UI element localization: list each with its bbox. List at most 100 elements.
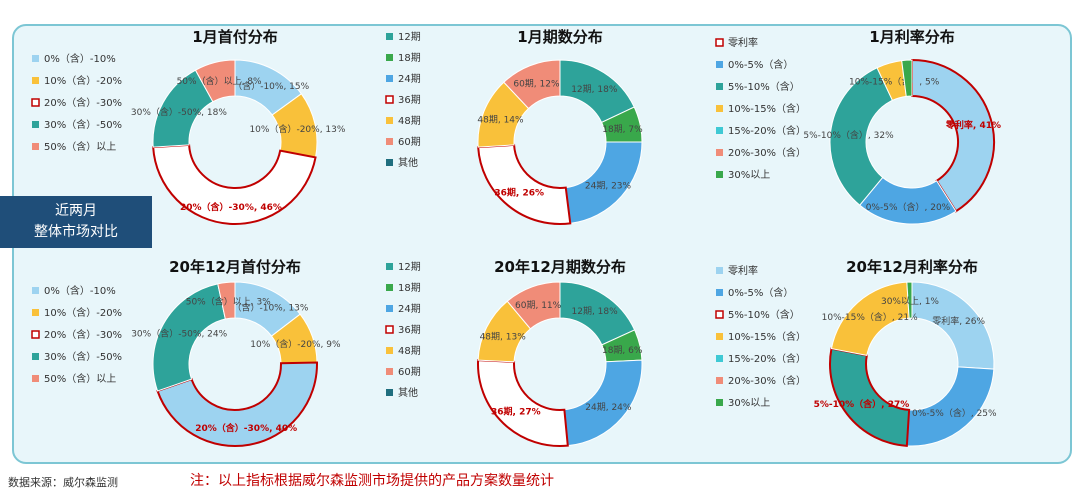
legend-swatch	[386, 368, 393, 375]
legend-label: 零利率	[728, 36, 758, 49]
legend-swatch	[716, 127, 723, 134]
slice-label: 5%-10%（含）, 27%	[814, 398, 910, 410]
slice-label: 60期, 11%	[515, 300, 562, 311]
donut-slice	[477, 143, 572, 225]
legend-label: 60期	[398, 136, 421, 148]
side-tab: 近两月 整体市场对比	[0, 196, 152, 248]
legend-swatch	[32, 77, 39, 84]
slice-label: 零利率, 26%	[932, 315, 985, 327]
legend-label: 10%-15%（含）	[728, 330, 806, 343]
legend-swatch	[32, 309, 39, 316]
legend-swatch	[32, 121, 39, 128]
legend-label: 0%-5%（含）	[728, 58, 793, 71]
legend-swatch	[715, 310, 724, 319]
legend-label: 18期	[398, 282, 421, 294]
legend-label: 18期	[398, 52, 421, 64]
donut-slice	[503, 59, 561, 110]
legend-label: 其他	[398, 386, 418, 399]
donut-slice	[477, 359, 569, 447]
slice-label: 10%-15%（含）, 21%	[822, 311, 918, 323]
legend-label: 20%（含）-30%	[44, 328, 122, 341]
legend-swatch	[386, 117, 393, 124]
legend-label: 30%以上	[728, 397, 770, 409]
legend-swatch	[386, 75, 393, 82]
legend-label: 10%（含）-20%	[44, 74, 122, 87]
legend-label: 10%（含）-20%	[44, 306, 122, 319]
slice-label: 12期, 18%	[572, 306, 619, 317]
slice-label: 50%（含）以上, 8%	[177, 75, 262, 87]
legend-label: 24期	[398, 303, 421, 315]
slice-label: 18期, 6%	[602, 345, 643, 356]
legend-label: 其他	[398, 156, 418, 169]
slice-label: 0%-5%（含）, 20%	[866, 201, 951, 213]
chart-title: 1月期数分布	[517, 28, 602, 46]
chart-title: 20年12月首付分布	[169, 258, 301, 276]
legend-swatch	[32, 375, 39, 382]
legend-label: 20%-30%（含）	[728, 146, 806, 159]
legend-swatch	[716, 61, 723, 68]
slice-label: 5%-10%（含）, 32%	[803, 129, 894, 141]
legend-label: 20%（含）-30%	[44, 96, 122, 109]
donut-slice	[901, 59, 913, 97]
legend-label: 5%-10%（含）	[728, 308, 800, 321]
donut-slice	[152, 143, 317, 225]
legend-swatch	[716, 105, 723, 112]
donut-chart-5: 20年12月期数分布 12期, 18% 18期, 6% 24期, 24% 36期, 27…	[385, 258, 643, 447]
legend-label: 零利率	[728, 264, 758, 277]
side-tab-line2: 整体市场对比	[34, 224, 118, 240]
donut-slice	[152, 283, 226, 392]
legend-label: 20%-30%（含）	[728, 374, 806, 387]
legend-label: 12期	[398, 31, 421, 43]
slice-label: 48期, 14%	[477, 114, 524, 125]
slice-label: 24期, 23%	[585, 180, 632, 191]
slice-label: 30%以上, 1%	[881, 296, 939, 307]
legend-swatch	[386, 284, 393, 291]
slice-label: 36期, 26%	[494, 186, 544, 198]
legend-label: 10%-15%（含）	[728, 102, 806, 115]
slice-label: 0%（含）-10%, 15%	[219, 80, 310, 92]
legend-swatch	[32, 143, 39, 150]
legend-swatch	[716, 83, 723, 90]
legend-swatch	[716, 171, 723, 178]
legend-swatch	[716, 377, 723, 384]
legend-swatch	[716, 333, 723, 340]
legend-label: 30%（含）-50%	[44, 350, 122, 363]
slice-label: 10%（含）-20%, 9%	[250, 338, 341, 350]
donut-slice	[194, 59, 236, 103]
donut-slice	[829, 67, 894, 206]
chart-title: 20年12月期数分布	[494, 258, 626, 276]
legend-swatch	[386, 263, 393, 270]
legend-swatch	[386, 54, 393, 61]
legend-swatch	[386, 33, 393, 40]
slice-label: 60期, 12%	[513, 78, 560, 89]
legend-label: 36期	[398, 324, 421, 336]
slice-label: 30%（含）-50%, 24%	[131, 328, 227, 340]
legend-swatch	[386, 138, 393, 145]
donut-slice	[217, 281, 236, 320]
slice-label: 0%-5%（含）, 25%	[912, 407, 997, 419]
legend-label: 30%（含）-50%	[44, 118, 122, 131]
legend-label: 0%（含）-10%	[44, 284, 116, 297]
slice-label: 50%（含）以上, 3%	[186, 295, 271, 307]
legend-label: 36期	[398, 94, 421, 106]
legend-swatch	[385, 325, 394, 334]
legend-label: 60期	[398, 366, 421, 378]
chart-title: 20年12月利率分布	[846, 258, 978, 276]
legend-swatch	[716, 149, 723, 156]
legend-swatch	[716, 289, 723, 296]
legend-swatch	[32, 353, 39, 360]
legend-label: 30%以上	[728, 169, 770, 181]
slice-label: 10%（含）-20%, 13%	[249, 123, 345, 135]
slice-label: 10%-15%（含）, 5%	[849, 76, 940, 88]
donut-chart-1: 1月首付分布 0%（含）-10%, 15% 10%（含）-20%, 13% 20%（含…	[31, 28, 346, 225]
legend-swatch	[716, 399, 723, 406]
chart-title: 1月利率分布	[869, 28, 954, 46]
slice-label: 30%（含）-50%, 18%	[131, 106, 227, 118]
legend-swatch	[386, 159, 393, 166]
slice-label: 20%（含）-30%, 46%	[180, 201, 282, 213]
legend-swatch	[386, 347, 393, 354]
legend-label: 48期	[398, 115, 421, 127]
